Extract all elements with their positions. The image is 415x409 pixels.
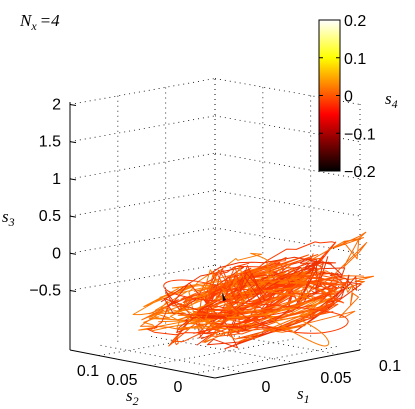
z-tick-label: 1.5 — [39, 134, 61, 151]
y-tick-label: 0.05 — [106, 372, 137, 389]
z-grid-line — [69, 227, 216, 254]
trajectory-segment — [163, 279, 349, 334]
trajectory-segment — [202, 231, 368, 344]
y-axis-label: s2 — [126, 386, 139, 408]
z-grid-line — [69, 115, 216, 143]
trajectory — [132, 231, 374, 350]
colorbar-ticks: 0.2 0.1 0 −0.1 −0.2 — [319, 13, 376, 181]
floor-grid-line — [193, 345, 339, 375]
z-tick-label: 1 — [52, 171, 61, 188]
colorbar-label: s4 — [385, 89, 398, 111]
z-axis-label: s3 — [2, 207, 15, 229]
z-grid-line — [69, 152, 216, 180]
trajectory-segment — [192, 253, 324, 321]
colorbar-tick-label: 0.1 — [344, 51, 366, 68]
z-tick-mark — [69, 178, 77, 181]
trajectory-segment — [239, 299, 330, 347]
z-tick-label: −0.5 — [29, 282, 61, 299]
z-tick-mark — [69, 141, 77, 144]
colorbar-tick-label: 0 — [344, 89, 353, 106]
x-tick-label: 0.1 — [379, 358, 401, 375]
trajectory-segment — [212, 268, 238, 305]
trajectory-segment — [226, 275, 258, 297]
z-tick-label: 0.5 — [39, 208, 61, 225]
x-axis-label: s1 — [297, 384, 310, 406]
floor-grid-line — [149, 335, 295, 363]
colorbar-tick-label: −0.1 — [344, 126, 376, 143]
z-tick-mark — [69, 215, 77, 218]
z-tick-mark — [69, 252, 77, 255]
colorbar-tick-label: 0.2 — [344, 13, 366, 30]
axes-lines — [69, 102, 361, 379]
trajectory-segment — [224, 274, 251, 303]
trajectory-segment — [202, 269, 229, 299]
trajectory-segment — [217, 276, 245, 302]
trajectory-segment — [196, 274, 292, 315]
trajectory-segment — [208, 269, 238, 299]
z-tick-mark — [69, 289, 77, 292]
colorbar-tick-label: −0.2 — [344, 164, 376, 181]
z-tick-label: 2 — [52, 96, 61, 113]
floor-grid-line — [98, 344, 245, 373]
y-tick-label: 0 — [174, 379, 183, 396]
z-grid-line — [69, 190, 216, 217]
z-tick-labels: 2 1.5 1 0.5 0 −0.5 — [29, 96, 61, 299]
x-tick-label: 0.05 — [320, 370, 351, 387]
y-axis-line — [69, 349, 216, 379]
trajectory-segment — [229, 266, 254, 300]
x-tick-labels: 0 0.05 0.1 — [262, 358, 402, 396]
y-tick-label: 0.1 — [77, 363, 99, 380]
z-grid-line — [214, 190, 361, 217]
trajectory-segment — [132, 276, 309, 323]
z-grid-line — [69, 78, 216, 105]
trajectory-segment — [224, 278, 308, 314]
z-tick-mark — [69, 103, 77, 106]
chart-title: Nx =4 — [19, 11, 60, 33]
y-tick-labels: 0.1 0.05 0 — [77, 363, 183, 396]
trajectory-segment — [220, 274, 246, 304]
center-marker — [222, 292, 226, 301]
z-tick-label: 0 — [52, 245, 61, 262]
trajectory-segment — [239, 272, 267, 296]
x-axis-line — [214, 349, 361, 379]
x-tick-label: 0 — [262, 379, 271, 396]
